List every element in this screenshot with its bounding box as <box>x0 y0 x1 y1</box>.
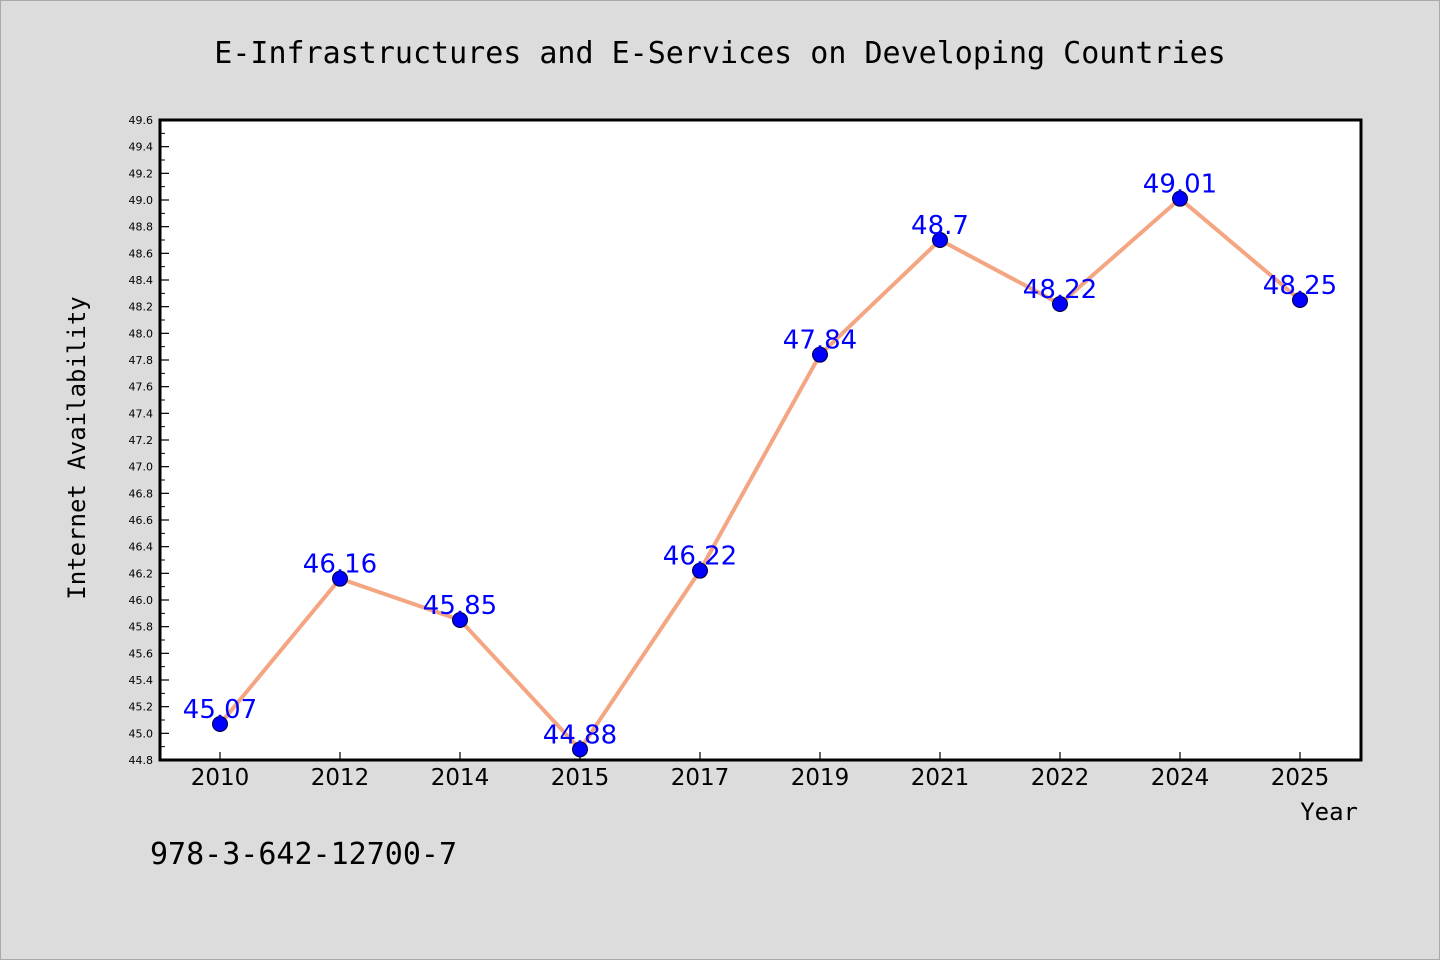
y-tick-label: 45.8 <box>129 621 154 634</box>
x-tick-label: 2015 <box>551 765 610 791</box>
footer-isbn: 978-3-642-12700-7 <box>150 837 457 872</box>
data-label: 45.07 <box>183 695 257 725</box>
y-tick-label: 49.4 <box>129 141 154 154</box>
data-point <box>332 570 348 587</box>
data-label: 44.88 <box>543 720 617 750</box>
y-tick-label: 47.8 <box>129 354 154 367</box>
data-point <box>212 716 228 732</box>
y-tick-label: 46.4 <box>129 541 154 554</box>
y-tick-label: 47.0 <box>129 461 154 474</box>
y-tick-label: 45.4 <box>129 674 154 687</box>
data-label: 48.22 <box>1023 275 1097 305</box>
series-layer <box>212 190 1308 758</box>
x-tick-label: 2017 <box>671 765 730 791</box>
data-point <box>572 741 588 758</box>
data-point <box>812 346 828 363</box>
data-point <box>1052 296 1068 312</box>
x-tick-label: 2012 <box>311 765 370 791</box>
y-tick-label: 46.0 <box>129 594 154 607</box>
y-tick-label: 48.2 <box>129 301 154 314</box>
y-tick-label: 48.6 <box>129 247 154 260</box>
data-label: 46.16 <box>303 550 377 580</box>
y-tick-label: 47.2 <box>129 434 154 447</box>
data-point <box>932 232 948 248</box>
y-tick-label: 46.2 <box>129 567 154 580</box>
y-tick-label: 47.6 <box>129 381 154 394</box>
x-tick-label: 2019 <box>791 765 850 791</box>
data-label: 46.22 <box>663 542 737 572</box>
data-label: 49.01 <box>1143 170 1217 200</box>
data-label-layer: 45.07 46.16 45.85 44.88 46.22 47.84 48.7 48.22 4… <box>183 170 1337 751</box>
data-point <box>1292 292 1308 308</box>
y-tick-label: 48.0 <box>129 327 154 340</box>
data-label: 48.7 <box>911 211 969 241</box>
series-line <box>218 196 1302 752</box>
data-label: 48.25 <box>1263 271 1337 301</box>
y-tick-label: 49.6 <box>129 114 154 127</box>
x-tick-label: 2021 <box>911 765 970 791</box>
data-label: 45.85 <box>423 591 497 621</box>
plot-area <box>158 118 1363 762</box>
y-axis: 44.8 45.0 45.2 45.4 45.6 45.8 46.0 46.2 46.4 46.6… <box>129 114 169 767</box>
x-tick-label: 2010 <box>191 765 250 791</box>
y-tick-label: 49.0 <box>129 194 154 207</box>
y-tick-label: 45.6 <box>129 647 154 660</box>
y-tick-label: 44.8 <box>129 754 154 767</box>
y-tick-label: 49.2 <box>129 167 154 180</box>
data-point <box>692 562 708 579</box>
y-tick-label: 46.6 <box>129 514 154 527</box>
data-point <box>452 612 468 628</box>
x-tick-label: 2022 <box>1031 765 1090 791</box>
x-tick-label: 2014 <box>431 765 490 791</box>
y-tick-label: 45.2 <box>129 701 154 714</box>
y-tick-label: 46.8 <box>129 487 154 500</box>
y-tick-label: 45.0 <box>129 727 154 740</box>
y-tick-label: 47.4 <box>129 407 154 420</box>
x-tick-label: 2025 <box>1271 765 1330 791</box>
x-axis-title: Year <box>1300 798 1358 826</box>
y-tick-label: 48.8 <box>129 221 154 234</box>
y-tick-label: 48.4 <box>129 274 154 287</box>
chart-title: E-Infrastructures and E-Services on Deve… <box>214 36 1225 71</box>
data-point <box>1172 190 1188 207</box>
x-tick-label: 2024 <box>1151 765 1210 791</box>
x-axis: 2010 2012 2014 2015 2017 2019 2021 2022 2024 2025 <box>191 752 1330 791</box>
y-axis-title: Internet Availability <box>63 296 91 599</box>
data-label: 47.84 <box>783 326 857 356</box>
